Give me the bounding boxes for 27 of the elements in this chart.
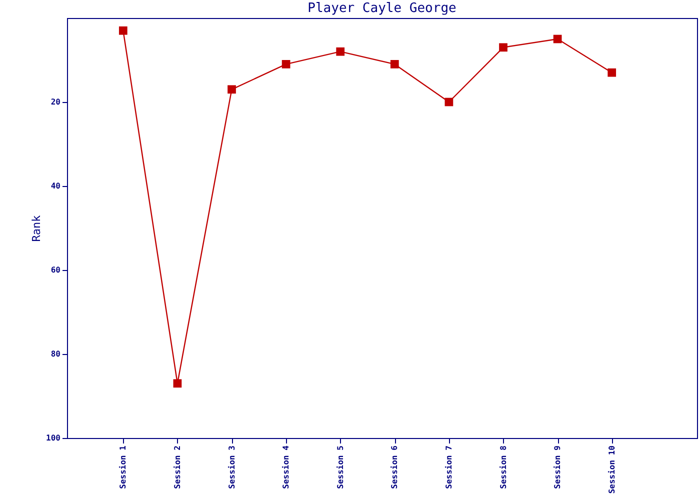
- x-tick-label: Session 5: [336, 445, 345, 489]
- x-tick-label: Session 2: [172, 445, 182, 489]
- point: [444, 98, 454, 106]
- x-tick-label: Session 4: [282, 445, 291, 489]
- y-tick-label: 40: [50, 182, 61, 190]
- point: [608, 68, 616, 77]
- y-tick-label: 60: [50, 266, 61, 274]
- point: [173, 379, 182, 388]
- y-tick-label: 80: [50, 350, 61, 358]
- y-tick-label: 20: [50, 98, 61, 106]
- point: [282, 60, 290, 68]
- x-tick-label: Session 8: [498, 445, 508, 489]
- point: [118, 26, 128, 35]
- x-tick-label: Session 10: [607, 445, 616, 494]
- y-axis-title: Rank: [30, 214, 44, 242]
- x-tick-label: Session 9: [553, 445, 562, 489]
- y-tick-label: 100: [46, 434, 61, 442]
- point: [499, 43, 508, 52]
- x-tick-label: Session 6: [390, 445, 400, 489]
- point: [228, 85, 236, 94]
- x-tick-label: Session 7: [444, 445, 454, 489]
- point: [336, 47, 345, 56]
- chart-title: Player Cayle George: [308, 1, 457, 16]
- x-tick-label: Session 3: [227, 445, 236, 489]
- point: [553, 34, 562, 44]
- point: [390, 60, 399, 68]
- x-tick-label: Session 1: [118, 445, 128, 489]
